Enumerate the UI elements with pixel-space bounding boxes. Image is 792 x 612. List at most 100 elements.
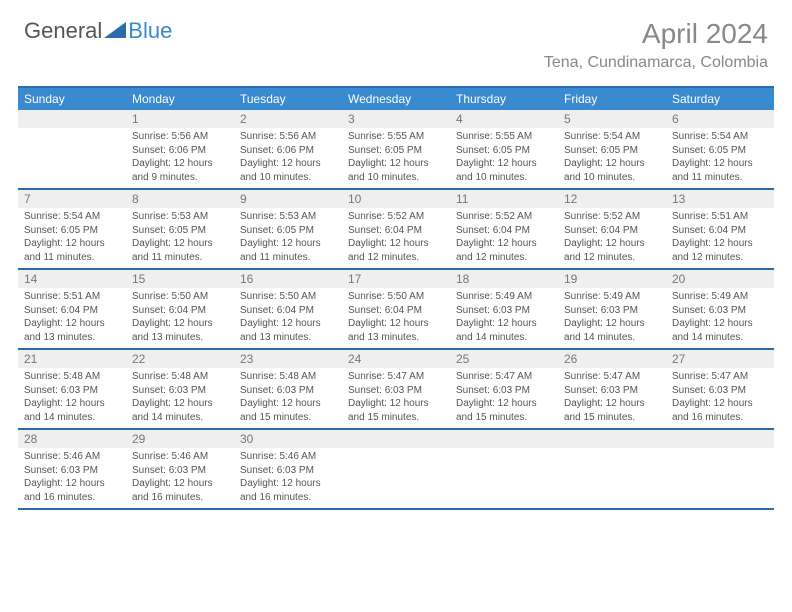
day-line: Sunrise: 5:55 AM bbox=[348, 130, 444, 144]
day-number: 12 bbox=[558, 190, 666, 208]
day-content: Sunrise: 5:51 AMSunset: 6:04 PMDaylight:… bbox=[18, 288, 126, 348]
day-line: Daylight: 12 hours bbox=[240, 397, 336, 411]
day-line: Daylight: 12 hours bbox=[672, 317, 768, 331]
day-number: 9 bbox=[234, 190, 342, 208]
day-number: 11 bbox=[450, 190, 558, 208]
day-line: and 12 minutes. bbox=[564, 251, 660, 265]
day-cell bbox=[342, 430, 450, 508]
day-line: Sunset: 6:04 PM bbox=[672, 224, 768, 238]
day-line: and 13 minutes. bbox=[24, 331, 120, 345]
week-row: 28Sunrise: 5:46 AMSunset: 6:03 PMDayligh… bbox=[18, 430, 774, 510]
day-number: 8 bbox=[126, 190, 234, 208]
day-line: Sunrise: 5:50 AM bbox=[348, 290, 444, 304]
day-number: 5 bbox=[558, 110, 666, 128]
day-content bbox=[558, 448, 666, 454]
day-header: Friday bbox=[558, 88, 666, 110]
day-line: Daylight: 12 hours bbox=[348, 317, 444, 331]
day-cell: 19Sunrise: 5:49 AMSunset: 6:03 PMDayligh… bbox=[558, 270, 666, 348]
day-line: Daylight: 12 hours bbox=[24, 397, 120, 411]
day-content: Sunrise: 5:46 AMSunset: 6:03 PMDaylight:… bbox=[126, 448, 234, 508]
day-line: and 13 minutes. bbox=[240, 331, 336, 345]
day-cell: 9Sunrise: 5:53 AMSunset: 6:05 PMDaylight… bbox=[234, 190, 342, 268]
day-line: Sunrise: 5:56 AM bbox=[240, 130, 336, 144]
day-content: Sunrise: 5:52 AMSunset: 6:04 PMDaylight:… bbox=[342, 208, 450, 268]
day-line: and 11 minutes. bbox=[240, 251, 336, 265]
day-header: Tuesday bbox=[234, 88, 342, 110]
day-line: and 15 minutes. bbox=[240, 411, 336, 425]
day-line: and 10 minutes. bbox=[348, 171, 444, 185]
day-content: Sunrise: 5:47 AMSunset: 6:03 PMDaylight:… bbox=[558, 368, 666, 428]
day-cell: 14Sunrise: 5:51 AMSunset: 6:04 PMDayligh… bbox=[18, 270, 126, 348]
day-header-row: Sunday Monday Tuesday Wednesday Thursday… bbox=[18, 88, 774, 110]
day-line: Sunrise: 5:49 AM bbox=[672, 290, 768, 304]
day-content: Sunrise: 5:47 AMSunset: 6:03 PMDaylight:… bbox=[342, 368, 450, 428]
day-line: Daylight: 12 hours bbox=[564, 157, 660, 171]
day-line: Sunset: 6:03 PM bbox=[564, 384, 660, 398]
day-line: Daylight: 12 hours bbox=[672, 157, 768, 171]
day-cell: 28Sunrise: 5:46 AMSunset: 6:03 PMDayligh… bbox=[18, 430, 126, 508]
day-line: Sunrise: 5:47 AM bbox=[348, 370, 444, 384]
month-title: April 2024 bbox=[544, 18, 768, 50]
day-line: Sunset: 6:06 PM bbox=[132, 144, 228, 158]
day-cell: 3Sunrise: 5:55 AMSunset: 6:05 PMDaylight… bbox=[342, 110, 450, 188]
day-content: Sunrise: 5:50 AMSunset: 6:04 PMDaylight:… bbox=[234, 288, 342, 348]
day-line: Sunset: 6:03 PM bbox=[240, 384, 336, 398]
day-line: Sunrise: 5:50 AM bbox=[240, 290, 336, 304]
day-number: 29 bbox=[126, 430, 234, 448]
day-content: Sunrise: 5:46 AMSunset: 6:03 PMDaylight:… bbox=[234, 448, 342, 508]
day-line: Sunrise: 5:50 AM bbox=[132, 290, 228, 304]
day-cell: 15Sunrise: 5:50 AMSunset: 6:04 PMDayligh… bbox=[126, 270, 234, 348]
day-line: and 15 minutes. bbox=[348, 411, 444, 425]
day-line: and 9 minutes. bbox=[132, 171, 228, 185]
day-number: 20 bbox=[666, 270, 774, 288]
day-number: 21 bbox=[18, 350, 126, 368]
day-line: Daylight: 12 hours bbox=[132, 237, 228, 251]
day-content: Sunrise: 5:48 AMSunset: 6:03 PMDaylight:… bbox=[234, 368, 342, 428]
logo: General Blue bbox=[24, 18, 172, 44]
day-line: Sunset: 6:05 PM bbox=[672, 144, 768, 158]
day-line: Sunrise: 5:49 AM bbox=[456, 290, 552, 304]
day-line: Sunset: 6:04 PM bbox=[348, 304, 444, 318]
day-cell: 24Sunrise: 5:47 AMSunset: 6:03 PMDayligh… bbox=[342, 350, 450, 428]
day-line: Sunrise: 5:54 AM bbox=[564, 130, 660, 144]
day-line: Sunset: 6:04 PM bbox=[456, 224, 552, 238]
day-line: Sunset: 6:03 PM bbox=[348, 384, 444, 398]
header: General Blue April 2024 Tena, Cundinamar… bbox=[0, 0, 792, 78]
day-number: 2 bbox=[234, 110, 342, 128]
day-line: and 12 minutes. bbox=[348, 251, 444, 265]
day-cell: 11Sunrise: 5:52 AMSunset: 6:04 PMDayligh… bbox=[450, 190, 558, 268]
day-header: Saturday bbox=[666, 88, 774, 110]
day-number: 13 bbox=[666, 190, 774, 208]
day-line: Daylight: 12 hours bbox=[672, 237, 768, 251]
day-content bbox=[342, 448, 450, 454]
day-cell: 26Sunrise: 5:47 AMSunset: 6:03 PMDayligh… bbox=[558, 350, 666, 428]
day-number: 19 bbox=[558, 270, 666, 288]
day-number: 22 bbox=[126, 350, 234, 368]
day-line: Sunset: 6:03 PM bbox=[240, 464, 336, 478]
day-line: Daylight: 12 hours bbox=[24, 237, 120, 251]
week-row: 7Sunrise: 5:54 AMSunset: 6:05 PMDaylight… bbox=[18, 190, 774, 270]
day-content: Sunrise: 5:49 AMSunset: 6:03 PMDaylight:… bbox=[666, 288, 774, 348]
day-content: Sunrise: 5:49 AMSunset: 6:03 PMDaylight:… bbox=[558, 288, 666, 348]
day-content: Sunrise: 5:56 AMSunset: 6:06 PMDaylight:… bbox=[126, 128, 234, 188]
day-line: Sunrise: 5:52 AM bbox=[348, 210, 444, 224]
day-cell: 21Sunrise: 5:48 AMSunset: 6:03 PMDayligh… bbox=[18, 350, 126, 428]
day-line: Sunset: 6:06 PM bbox=[240, 144, 336, 158]
day-cell: 27Sunrise: 5:47 AMSunset: 6:03 PMDayligh… bbox=[666, 350, 774, 428]
day-line: Daylight: 12 hours bbox=[240, 157, 336, 171]
day-line: Daylight: 12 hours bbox=[348, 397, 444, 411]
day-line: Sunrise: 5:54 AM bbox=[24, 210, 120, 224]
day-line: and 16 minutes. bbox=[672, 411, 768, 425]
weeks-container: 1Sunrise: 5:56 AMSunset: 6:06 PMDaylight… bbox=[18, 110, 774, 510]
logo-text-2: Blue bbox=[128, 18, 172, 44]
day-line: and 12 minutes. bbox=[672, 251, 768, 265]
day-line: Sunset: 6:03 PM bbox=[132, 384, 228, 398]
day-cell: 1Sunrise: 5:56 AMSunset: 6:06 PMDaylight… bbox=[126, 110, 234, 188]
title-block: April 2024 Tena, Cundinamarca, Colombia bbox=[544, 18, 768, 72]
day-content: Sunrise: 5:54 AMSunset: 6:05 PMDaylight:… bbox=[18, 208, 126, 268]
day-line: Sunrise: 5:47 AM bbox=[672, 370, 768, 384]
day-cell bbox=[18, 110, 126, 188]
day-content: Sunrise: 5:48 AMSunset: 6:03 PMDaylight:… bbox=[18, 368, 126, 428]
day-cell: 17Sunrise: 5:50 AMSunset: 6:04 PMDayligh… bbox=[342, 270, 450, 348]
day-number: 23 bbox=[234, 350, 342, 368]
